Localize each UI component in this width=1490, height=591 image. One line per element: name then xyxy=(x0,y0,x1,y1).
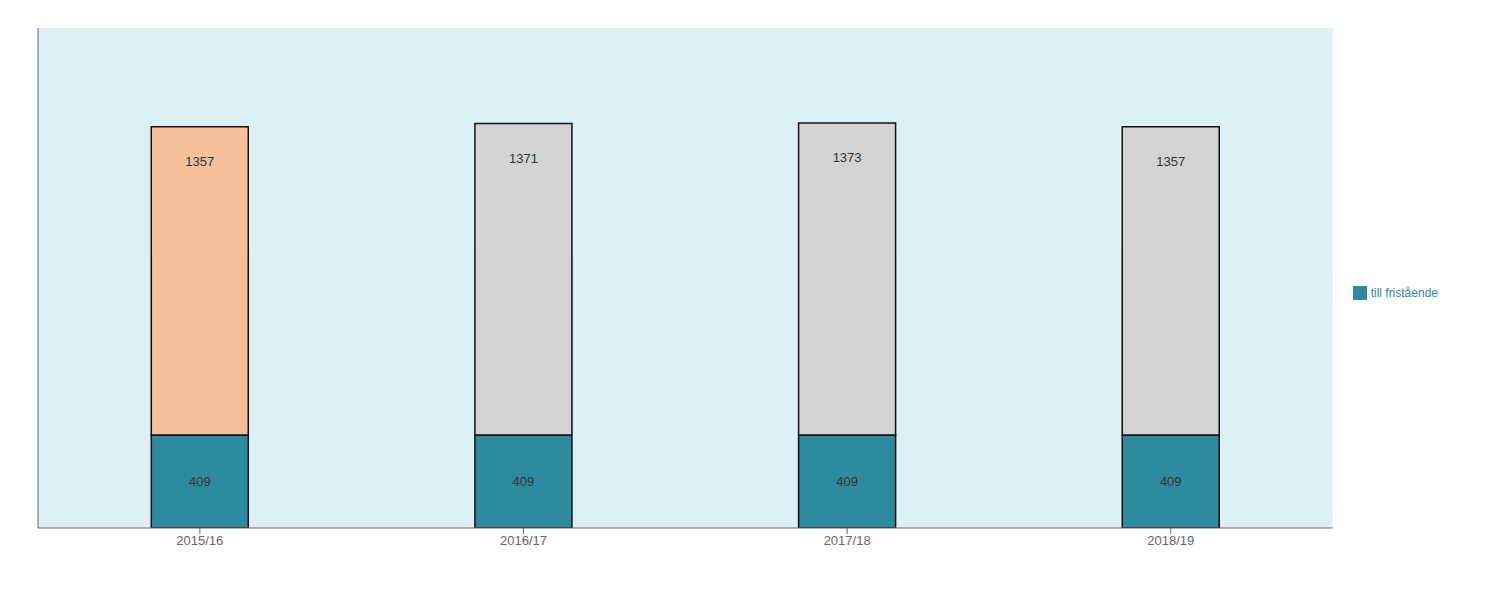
svg-text:2015/16: 2015/16 xyxy=(176,533,223,548)
svg-text:2018/19: 2018/19 xyxy=(1147,533,1194,548)
svg-text:2016/17: 2016/17 xyxy=(500,533,547,548)
svg-text:409: 409 xyxy=(189,474,211,489)
svg-text:409: 409 xyxy=(513,474,535,489)
html-text:till fristående: till fristående xyxy=(1370,285,1438,300)
svg-text:409: 409 xyxy=(836,474,858,489)
svg-text:1373: 1373 xyxy=(833,150,862,165)
svg-text:1357: 1357 xyxy=(1156,154,1185,169)
svg-text:2017/18: 2017/18 xyxy=(824,533,871,548)
svg-text:409: 409 xyxy=(1160,474,1182,489)
svg-text:1371: 1371 xyxy=(509,151,538,166)
svg-text:1357: 1357 xyxy=(185,154,214,169)
